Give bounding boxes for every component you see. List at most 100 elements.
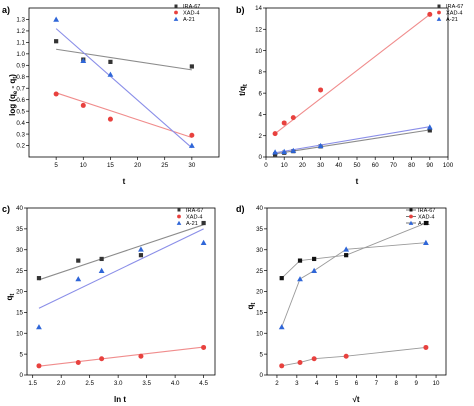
- data-point: [279, 276, 284, 281]
- x-tick-label: 4.0: [171, 380, 180, 387]
- y-tick-label: 40: [256, 205, 263, 212]
- data-point: [80, 57, 87, 64]
- panel-a: a) log (qe - qt) t 5 10 15 20 25 300.20.30.40…: [2, 4, 220, 186]
- legend-label: XAD-4: [418, 215, 434, 221]
- y-tick-label: 35: [16, 226, 23, 233]
- legend-marker: [409, 208, 413, 212]
- y-tick-label: 25: [256, 268, 263, 275]
- series-ira-67: [279, 220, 429, 281]
- series-ira-67: [36, 220, 206, 281]
- series-xad-4: [279, 344, 429, 369]
- y-tick-label: 1.0: [16, 51, 25, 58]
- data-point: [138, 253, 144, 258]
- legend-marker: [408, 220, 414, 225]
- series-a-21: [53, 16, 195, 149]
- x-tick-label: 30: [188, 162, 195, 169]
- legend-marker: [409, 214, 413, 219]
- y-tick-label: 0.6: [16, 97, 25, 104]
- plot-frame: [265, 7, 449, 158]
- data-point: [427, 128, 432, 133]
- y-tick-label: 0.3: [16, 131, 25, 138]
- x-axis-label: √t: [352, 395, 359, 404]
- data-point: [98, 267, 105, 273]
- x-tick-label: 80: [408, 162, 415, 169]
- legend-marker: [177, 214, 181, 219]
- y-tick-label: 0: [260, 372, 264, 379]
- y-axis-label: t/qt: [238, 84, 249, 96]
- data-point: [53, 16, 60, 22]
- legend-marker: [174, 4, 178, 8]
- x-axis: 0 10 20 30 40 50 60 70 80 90 100: [264, 157, 454, 169]
- series-a-21: [36, 228, 207, 330]
- plot-frame: [266, 207, 447, 376]
- data-point: [80, 102, 86, 108]
- data-point: [53, 91, 59, 97]
- data-point: [297, 276, 303, 282]
- y-tick-label: 0.8: [16, 74, 25, 81]
- data-point: [344, 253, 349, 258]
- y-tick-label: 5: [260, 351, 264, 358]
- data-point: [427, 11, 433, 17]
- y-tick-label: 8: [259, 69, 263, 76]
- x-axis: 2 3 4 5 6 7 8 9 10: [275, 375, 440, 387]
- data-point: [290, 147, 297, 153]
- y-tick-label: 1.2: [16, 28, 25, 35]
- data-point: [189, 64, 194, 69]
- y-tick-label: 0.7: [16, 85, 25, 92]
- x-tick-label: 5: [335, 380, 339, 387]
- legend-marker: [177, 208, 181, 212]
- x-tick-label: 4: [315, 380, 319, 387]
- data-point: [76, 258, 81, 263]
- panel-label: d): [236, 204, 245, 214]
- panel-label: b): [236, 5, 245, 15]
- x-tick-label: 6: [355, 380, 359, 387]
- x-tick-label: 15: [107, 162, 114, 169]
- y-axis-label-main: log (q: [8, 94, 17, 116]
- series-ira-67: [54, 39, 194, 71]
- data-point: [75, 276, 82, 282]
- y-tick-label: 0.2: [16, 143, 25, 150]
- y-tick-label: 0.9: [16, 63, 25, 70]
- data-point: [318, 87, 324, 93]
- x-tick-label: 50: [354, 162, 361, 169]
- series-line: [281, 346, 426, 367]
- plot-border: [26, 207, 216, 376]
- x-axis: 1.5 2.0 2.5 3.0 3.5 4.0 4.5: [28, 375, 208, 387]
- fit-line: [275, 129, 430, 155]
- legend-label: XAD-4: [446, 11, 462, 17]
- data-point: [317, 142, 324, 149]
- plot-border: [266, 207, 447, 376]
- y-tick-label: 30: [256, 247, 263, 254]
- data-point: [297, 258, 303, 263]
- x-tick-label: 2.0: [57, 380, 66, 387]
- series-xad-4: [272, 11, 433, 137]
- legend-label: A-21: [183, 17, 195, 23]
- data-point: [99, 256, 104, 262]
- data-point: [201, 344, 207, 350]
- y-tick-label: 4: [259, 112, 263, 119]
- series-ira-67: [273, 128, 432, 157]
- y-axis-label-main: q: [5, 295, 14, 300]
- x-tick-label: 30: [317, 162, 324, 169]
- x-tick-label: 100: [443, 162, 454, 169]
- x-axis: 5 10 15 20 25 30: [54, 157, 196, 169]
- fit-line: [274, 13, 431, 135]
- x-tick-label: 2.5: [85, 380, 94, 387]
- data-point: [281, 120, 287, 126]
- y-tick-label: 5: [20, 351, 24, 358]
- data-point: [107, 116, 113, 122]
- data-point: [200, 239, 207, 245]
- data-point: [279, 363, 285, 369]
- y-axis-label-end: ): [8, 74, 17, 77]
- y-tick-label: 0: [259, 154, 263, 161]
- y-tick-label: 10: [255, 48, 262, 55]
- x-tick-label: 90: [426, 162, 433, 169]
- data-point: [312, 256, 317, 262]
- fit-line: [38, 346, 204, 367]
- y-axis-label: log (qe - qt): [8, 74, 19, 116]
- legend-label: XAD-4: [183, 11, 199, 17]
- legend-label: IRA-67: [446, 4, 463, 10]
- y-tick-label: 10: [256, 330, 263, 337]
